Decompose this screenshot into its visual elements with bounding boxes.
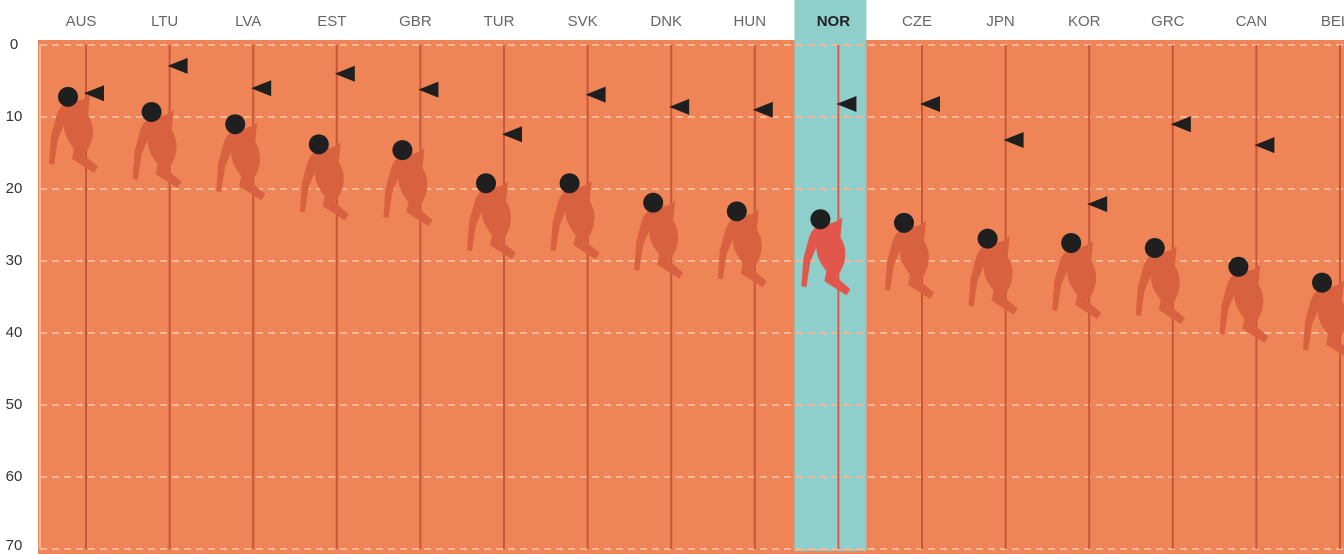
climber — [383, 148, 433, 227]
climber — [550, 181, 600, 260]
triangle-marker — [920, 96, 940, 113]
dot — [308, 134, 329, 155]
x-tick-label: EST — [317, 13, 346, 30]
dot — [1228, 256, 1249, 277]
dot — [1312, 272, 1332, 293]
x-tick-label: BEL — [1321, 13, 1344, 30]
triangle-marker — [418, 81, 439, 98]
x-tick-label: CZE — [902, 13, 932, 30]
x-tick-label: GBR — [399, 13, 432, 30]
x-tick-label: DNK — [650, 13, 682, 30]
climber — [467, 181, 516, 260]
y-tick-label: 50 — [6, 396, 23, 413]
x-tick-label: LTU — [151, 13, 178, 30]
x-tick-label: KOR — [1068, 13, 1101, 30]
climber — [717, 209, 767, 288]
x-tick-label: GRC — [1151, 13, 1185, 30]
x-tick-label: NOR — [817, 13, 851, 30]
climber — [132, 109, 182, 188]
climber-head — [487, 197, 501, 214]
climber-head — [654, 216, 669, 233]
climber-head — [236, 138, 251, 155]
y-tick-label: 60 — [6, 468, 23, 485]
climber-head — [1072, 257, 1087, 273]
climber-head — [319, 158, 334, 175]
x-tick-label: CAN — [1236, 13, 1268, 30]
triangle-marker — [502, 126, 522, 143]
dot — [810, 209, 831, 230]
climber-head — [403, 164, 418, 181]
triangle-marker — [836, 96, 857, 113]
dot — [643, 192, 664, 213]
climber-head — [988, 252, 1003, 269]
triangle-marker — [1254, 137, 1275, 154]
dot — [977, 228, 998, 249]
dot — [476, 173, 496, 194]
triangle-marker — [334, 65, 355, 82]
climber-head — [1239, 280, 1254, 297]
y-tick-label: 30 — [6, 252, 23, 269]
dot — [559, 173, 580, 194]
climber — [299, 142, 349, 221]
y-tick-label: 20 — [6, 180, 23, 197]
triangle-marker — [84, 85, 104, 102]
climber — [634, 200, 684, 279]
climber — [1052, 241, 1102, 319]
dot — [1144, 238, 1165, 259]
dot — [225, 114, 246, 135]
triangle-marker — [669, 98, 690, 115]
climber — [968, 236, 1018, 315]
y-tick-label: 0 — [10, 36, 18, 53]
climber — [1219, 264, 1269, 343]
triangle-marker — [1087, 196, 1108, 213]
triangle-marker — [251, 80, 272, 97]
dot — [894, 212, 914, 233]
dot — [1061, 233, 1082, 253]
climber-head — [821, 233, 836, 250]
triangle-marker — [752, 101, 773, 118]
climber-head — [69, 110, 83, 127]
climber-head — [152, 125, 167, 142]
climber-head — [570, 197, 585, 214]
climber-head — [1323, 296, 1337, 313]
x-tick-label: HUN — [734, 13, 767, 30]
climber-head — [905, 236, 919, 253]
x-tick-label: AUS — [66, 13, 97, 30]
climber — [49, 94, 98, 173]
x-tick-label: SVK — [568, 13, 598, 30]
climber — [1135, 246, 1185, 325]
dot — [726, 201, 747, 222]
y-tick-label: 70 — [6, 537, 23, 554]
climber-head — [737, 225, 752, 242]
triangle-marker — [1003, 132, 1024, 149]
dot — [58, 86, 78, 107]
x-tick-label: JPN — [986, 13, 1014, 30]
x-tick-label: LVA — [235, 13, 261, 30]
climber — [885, 220, 934, 299]
triangle-marker — [585, 86, 606, 103]
climber-head — [1155, 262, 1170, 279]
climber — [216, 122, 266, 201]
dot — [141, 101, 162, 122]
y-tick-label: 40 — [6, 324, 23, 341]
triangle-marker — [1170, 116, 1191, 133]
x-tick-label: TUR — [484, 13, 515, 30]
dot — [392, 140, 413, 161]
climber — [801, 217, 851, 296]
triangle-marker — [167, 57, 188, 74]
y-tick-label: 10 — [6, 108, 23, 125]
